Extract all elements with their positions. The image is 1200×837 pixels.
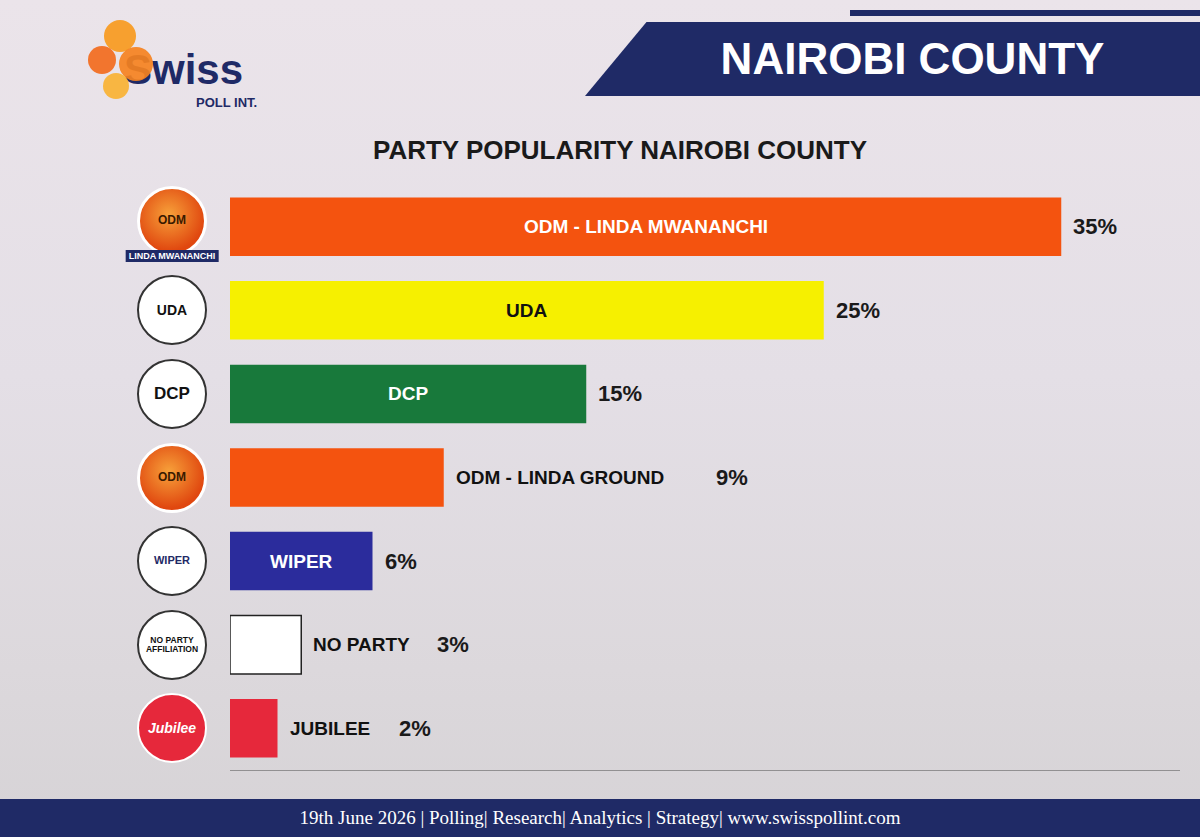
- svg-text:JUBILEE: JUBILEE: [290, 718, 370, 739]
- svg-text:3%: 3%: [437, 632, 469, 657]
- svg-text:PARTY POPULARITY NAIROBI COUNT: PARTY POPULARITY NAIROBI COUNTY: [373, 135, 867, 165]
- html-text:Swiss: Swiss: [124, 46, 244, 93]
- svg-text:UDA: UDA: [506, 300, 547, 321]
- html-text:ODM: ODM: [158, 213, 186, 228]
- html-text:19th June 2026 | Polling| Rese: 19th June 2026 | Polling| Research| Anal…: [299, 807, 901, 828]
- html-text:LINDA MWANANCHI: LINDA MWANANCHI: [128, 250, 216, 261]
- html-text:NO PARTY AFFILIATION: NO PARTY AFFILIATION: [145, 634, 199, 654]
- svg-text:ODM - LINDA GROUND: ODM - LINDA GROUND: [456, 467, 664, 488]
- svg-text:NO PARTY: NO PARTY: [313, 634, 410, 655]
- html-text:UDA: UDA: [156, 302, 188, 318]
- html-text:Jubilee: Jubilee: [147, 719, 197, 736]
- html-text:WIPER: WIPER: [154, 554, 190, 567]
- svg-text:DCP: DCP: [388, 383, 428, 404]
- html-text:DCP: DCP: [154, 384, 190, 403]
- svg-text:15%: 15%: [598, 381, 642, 406]
- svg-text:9%: 9%: [716, 465, 748, 490]
- html-text:ODM: ODM: [158, 470, 186, 485]
- svg-text:WIPER: WIPER: [270, 551, 333, 572]
- svg-text:2%: 2%: [399, 716, 431, 741]
- html-text:NAIROBI COUNTY: NAIROBI COUNTY: [720, 34, 1105, 83]
- svg-text:6%: 6%: [385, 549, 417, 574]
- svg-text:35%: 35%: [1073, 214, 1117, 239]
- svg-text:ODM - LINDA MWANANCHI: ODM - LINDA MWANANCHI: [524, 216, 768, 237]
- html-text:POLL INT.: POLL INT.: [196, 95, 258, 110]
- svg-text:25%: 25%: [836, 298, 880, 323]
